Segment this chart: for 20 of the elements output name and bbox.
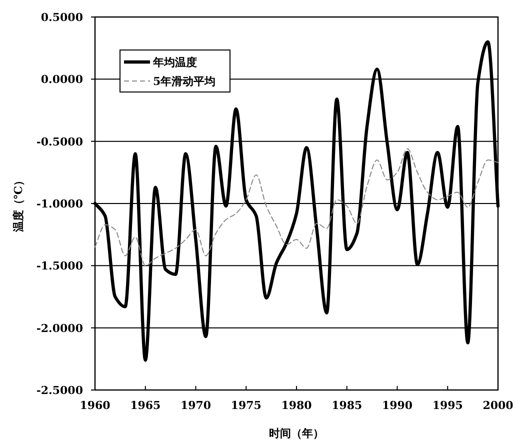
x-tick-label: 1970 — [180, 399, 212, 412]
y-tick-label: 0.5000 — [40, 11, 84, 24]
x-tick-label: 1975 — [230, 399, 262, 412]
x-tick-label: 2000 — [482, 399, 514, 412]
x-tick-label: 1960 — [80, 399, 111, 412]
y-tick-label: -0.5000 — [36, 135, 84, 148]
y-axis-title: 温度（℃） — [12, 174, 25, 234]
x-axis-title: 时间（年） — [269, 427, 324, 440]
x-tick-label: 1985 — [332, 399, 362, 412]
x-tick-label: 1995 — [432, 399, 463, 412]
y-tick-label: 0.0000 — [40, 73, 84, 86]
legend-label: 5年滑动平均 — [153, 75, 216, 88]
x-tick-label: 1965 — [130, 399, 161, 412]
x-tick-label: 1990 — [382, 399, 413, 412]
legend-label: 年均温度 — [152, 56, 197, 69]
y-tick-label: -2.0000 — [36, 322, 84, 335]
y-tick-label: -1.5000 — [36, 260, 84, 273]
y-tick-label: -1.0000 — [36, 198, 84, 210]
x-tick-label: 1980 — [281, 399, 312, 412]
y-tick-label: -2.5000 — [36, 384, 84, 397]
